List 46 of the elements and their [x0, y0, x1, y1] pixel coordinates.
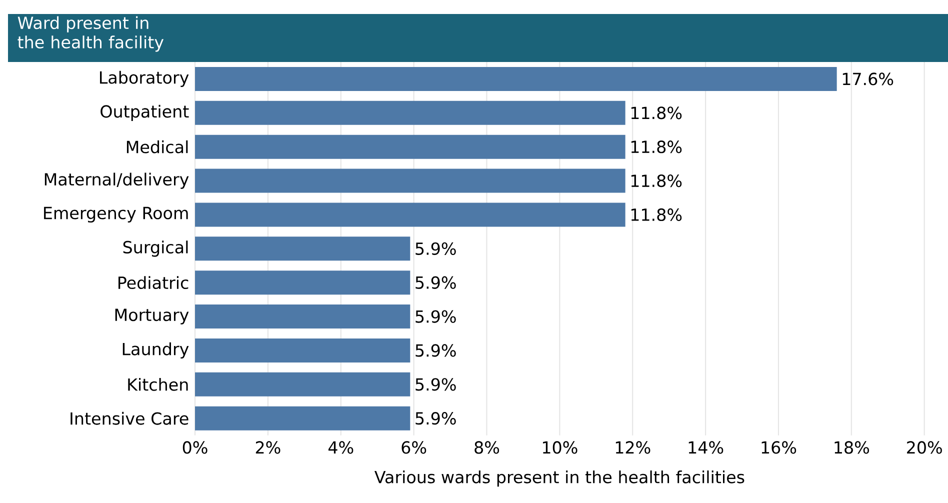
data-label: 5.9%	[416, 344, 456, 357]
x-tick-label: 2%	[256, 441, 280, 454]
y-tick-label: Medical	[126, 140, 188, 154]
bar	[195, 406, 410, 430]
x-tick-label: 16%	[762, 441, 796, 454]
bar	[195, 338, 410, 362]
data-label: 5.9%	[416, 310, 456, 323]
data-label: 11.8%	[631, 106, 682, 120]
data-label: 5.9%	[416, 412, 456, 425]
data-label: 11.8%	[631, 174, 682, 188]
bar	[195, 372, 410, 396]
x-tick-label: 12%	[616, 441, 650, 454]
y-tick-label: Kitchen	[128, 378, 188, 391]
y-tick-label: Mortuary	[115, 308, 189, 324]
bar	[195, 134, 626, 159]
bar	[195, 66, 837, 91]
data-label: 11.8%	[631, 208, 682, 222]
x-tick-label: 8%	[474, 441, 500, 454]
x-tick-label: 10%	[542, 441, 578, 454]
y-tick-label: Pediatric	[118, 276, 188, 290]
data-label: 5.9%	[416, 276, 456, 289]
bar	[195, 236, 410, 261]
y-tick-label: Laundry	[122, 342, 189, 359]
y-tick-label: Surgical	[123, 240, 188, 257]
bar	[195, 168, 626, 193]
x-tick-label: 20%	[907, 441, 942, 454]
data-label: 17.6%	[842, 72, 894, 86]
y-tick-label: Outpatient	[100, 104, 189, 121]
bar	[195, 270, 410, 295]
bar	[195, 100, 626, 125]
x-tick-label: 6%	[402, 441, 426, 454]
x-tick-label: 18%	[834, 441, 869, 454]
y-tick-label: Maternal/delivery	[44, 172, 189, 189]
y-tick-label: Intensive Care	[70, 412, 188, 425]
data-label: 5.9%	[416, 378, 456, 391]
x-axis-title: Various wards present in the health facilities	[374, 470, 744, 487]
y-tick-label: Emergency Room	[44, 206, 188, 223]
x-tick-label: 14%	[688, 441, 724, 454]
y-tick-label: Laboratory	[100, 70, 189, 88]
data-label: 11.8%	[631, 140, 682, 154]
x-tick-label: 0%	[182, 441, 208, 454]
chart-title: Ward present in the health facility	[18, 16, 164, 52]
bar	[195, 304, 410, 329]
bar	[195, 202, 626, 227]
x-tick-label: 4%	[328, 441, 354, 454]
data-label: 5.9%	[416, 242, 456, 255]
